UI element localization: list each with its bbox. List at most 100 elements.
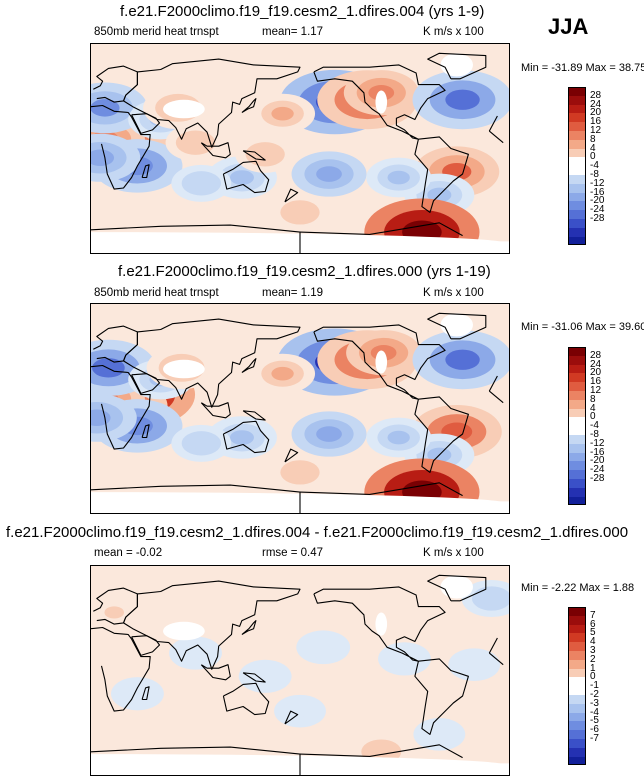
- panel-2-variable-label: 850mb merid heat trnspt: [94, 287, 219, 299]
- panel-1-title: f.e21.F2000climo.f19_f19.cesm2_1.dfires.…: [120, 3, 485, 20]
- panel-2-units-label: K m/s x 100: [423, 287, 484, 299]
- colorbar-tick-label: 24: [590, 358, 602, 370]
- colorbar-tick-label: 1: [590, 662, 596, 674]
- coastline: [200, 402, 231, 419]
- colorbar-cell: [568, 122, 586, 131]
- colorbar-tick-label: 0: [590, 151, 596, 163]
- colorbar-cell: [568, 434, 586, 444]
- colorbar-cell: [568, 677, 586, 687]
- colorbar-cell: [568, 95, 586, 105]
- coastline: [313, 586, 446, 662]
- colorbar-cell: [568, 417, 586, 427]
- colorbar-cell: [568, 408, 586, 418]
- field-anomaly-core: [348, 612, 368, 625]
- colorbar-tick-label: 6: [590, 618, 596, 630]
- colorbar-tick-label: 8: [590, 133, 596, 145]
- colorbar-tick-label: 3: [590, 645, 596, 656]
- field-anomaly-core: [229, 430, 254, 445]
- colorbar-tick-label: -8: [590, 429, 599, 440]
- season-label: JJA: [548, 14, 589, 39]
- coastline: [91, 484, 301, 513]
- masked-region: [375, 90, 388, 114]
- panel-1-mean-label: mean= 1.17: [262, 26, 324, 38]
- colorbar-cell: [568, 210, 586, 219]
- colorbar-tick-label: 5: [590, 627, 596, 639]
- coastline: [91, 746, 301, 775]
- field-anomaly-core: [387, 170, 410, 185]
- coastline: [284, 710, 299, 725]
- colorbar-tick-label: -4: [590, 420, 599, 432]
- panel-2-map-svg: [91, 304, 509, 513]
- panel-1-map: [90, 43, 510, 254]
- field-anomaly-core: [445, 89, 480, 110]
- colorbar-cell: [568, 347, 586, 356]
- colorbar-cell: [568, 443, 586, 453]
- colorbar-cell: [568, 496, 586, 506]
- colorbar-cell: [568, 756, 586, 766]
- coastline: [91, 364, 151, 450]
- panel-3-map: [90, 565, 510, 776]
- colorbar-cell: [568, 712, 586, 722]
- colorbar-tick-label: 0: [590, 411, 596, 423]
- colorbar-cell: [568, 218, 586, 228]
- colorbar-tick-label: 8: [590, 393, 596, 405]
- field-anomaly-core: [387, 430, 410, 445]
- colorbar-cell: [568, 730, 586, 739]
- colorbar-cell: [568, 373, 586, 383]
- field-anomaly-core: [316, 426, 342, 442]
- coastline: [488, 115, 498, 132]
- colorbar-tick-label: 0: [590, 671, 596, 683]
- colorbar-cell: [568, 461, 586, 471]
- field-anomaly-core: [91, 728, 100, 740]
- colorbar-cell: [568, 139, 586, 149]
- field-anomaly-core: [360, 711, 379, 723]
- colorbar-cell: [568, 148, 586, 158]
- colorbar-cell: [568, 633, 586, 643]
- panel-2-title: f.e21.F2000climo.f19_f19.cesm2_1.dfires.…: [118, 263, 491, 280]
- coastline: [241, 358, 257, 373]
- field-anomaly-core: [291, 705, 309, 717]
- field-anomaly-core: [481, 592, 502, 605]
- masked-region: [375, 612, 388, 636]
- colorbar-tick-label: -7: [590, 733, 599, 744]
- colorbar-cell: [568, 686, 586, 695]
- colorbar-cell: [568, 113, 586, 123]
- coastline: [488, 375, 498, 392]
- field-anomaly-core: [430, 624, 449, 636]
- coastline: [414, 136, 469, 213]
- colorbar-cell: [568, 87, 586, 96]
- coastline: [242, 672, 266, 683]
- field-anomaly-core: [313, 641, 333, 654]
- colorbar-cell: [568, 470, 586, 479]
- colorbar-tick-label: 24: [590, 98, 602, 110]
- colorbar-tick-label: 16: [590, 376, 602, 388]
- field-anomaly-core: [289, 205, 311, 219]
- field-anomaly-core: [186, 647, 205, 659]
- masked-region: [440, 575, 474, 599]
- coastline: [241, 98, 257, 113]
- panel-1-colorbar: [568, 87, 586, 246]
- coastline: [141, 164, 150, 179]
- colorbar-cell: [568, 452, 586, 462]
- colorbar-cell: [568, 478, 586, 488]
- colorbar-cell: [568, 721, 586, 731]
- colorbar-tick-label: 4: [590, 636, 596, 648]
- colorbar-cell: [568, 130, 586, 140]
- colorbar-tick-label: -24: [590, 204, 605, 216]
- coastline: [200, 664, 231, 681]
- coastline: [131, 373, 161, 394]
- colorbar-tick-label: -4: [590, 706, 599, 718]
- colorbar-cell: [568, 487, 586, 497]
- colorbar-tick-label: -20: [590, 195, 605, 207]
- colorbar-tick-label: 20: [590, 367, 602, 379]
- coastline: [122, 318, 301, 408]
- coastline: [488, 637, 498, 654]
- masked-region: [440, 53, 474, 77]
- field-anomaly-core: [191, 176, 212, 190]
- coastline: [242, 150, 266, 161]
- panel-1-map-svg: [91, 44, 509, 253]
- panel-1-units-label: K m/s x 100: [423, 26, 484, 38]
- colorbar-tick-label: 28: [590, 349, 602, 361]
- colorbar-tick-label: 4: [590, 142, 596, 154]
- masked-region: [162, 621, 205, 641]
